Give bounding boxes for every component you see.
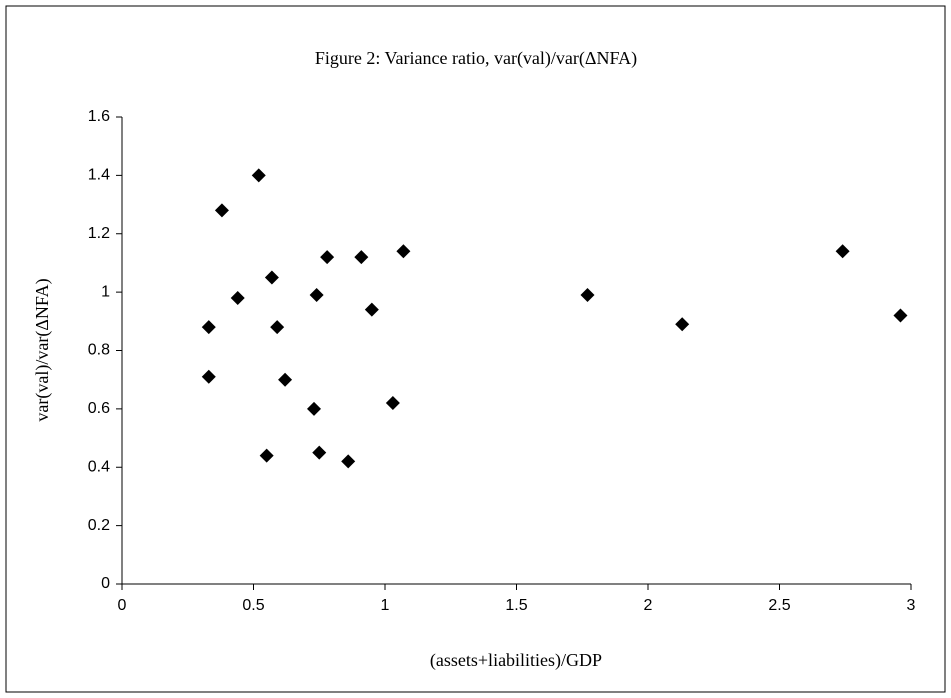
x-tick-label: 2 — [644, 597, 653, 614]
point — [251, 168, 266, 183]
point — [214, 203, 229, 218]
point — [259, 448, 274, 463]
point — [312, 445, 327, 460]
y-axis-title: var(val)/var(ΔNFA) — [32, 278, 53, 421]
y-tick-label: 1.2 — [88, 225, 110, 242]
point — [354, 250, 369, 265]
y-tick-label: 0.8 — [88, 342, 110, 359]
y-tick-label: 0.4 — [88, 458, 110, 475]
y-tick-label: 1.6 — [88, 108, 110, 125]
point — [675, 317, 690, 332]
x-tick-label: 1 — [381, 597, 390, 614]
x-tick-label: 1.5 — [505, 597, 527, 614]
x-tick-label: 2.5 — [768, 597, 790, 614]
point — [278, 372, 293, 387]
point — [320, 250, 335, 265]
point — [385, 396, 400, 411]
point — [201, 320, 216, 335]
point — [835, 244, 850, 259]
point — [270, 320, 285, 335]
x-tick-label: 0 — [118, 597, 127, 614]
chart-border — [5, 5, 946, 693]
point — [309, 288, 324, 303]
y-tick-label: 1 — [101, 283, 110, 300]
x-axis-title: (assets+liabilities)/GDP — [430, 650, 602, 671]
x-tick-label: 0.5 — [242, 597, 264, 614]
point — [306, 401, 321, 416]
point — [396, 244, 411, 259]
point — [230, 290, 245, 305]
point — [580, 288, 595, 303]
point — [364, 302, 379, 317]
point — [893, 308, 908, 323]
y-tick-label: 0.2 — [88, 517, 110, 534]
point — [341, 454, 356, 469]
point — [201, 369, 216, 384]
chart-title: Figure 2: Variance ratio, var(val)/var(Δ… — [315, 48, 637, 69]
point — [264, 270, 279, 285]
x-tick-label: 3 — [907, 597, 916, 614]
y-tick-label: 0.6 — [88, 400, 110, 417]
y-tick-label: 0 — [101, 575, 110, 592]
y-tick-label: 1.4 — [88, 167, 110, 184]
